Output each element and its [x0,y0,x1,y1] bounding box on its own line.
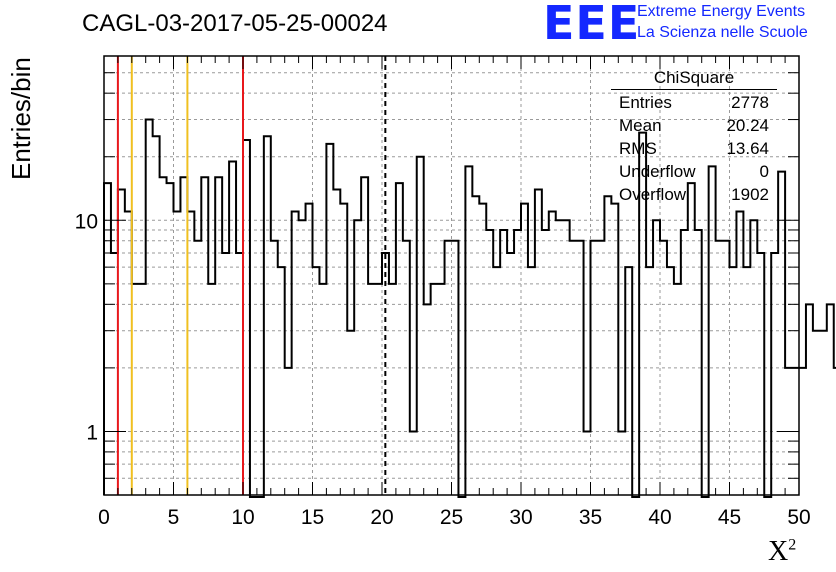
x-tick-label: 30 [509,506,532,529]
eee-logo: EEE [543,0,641,50]
stats-value: 13.64 [726,139,769,158]
stats-value: 2778 [731,93,769,112]
stats-row-overflow: Overflow 1902 [611,183,777,206]
stats-box: ChiSquare Entries 2778 Mean 20.24 RMS 13… [611,68,777,206]
x-tick-label: 5 [168,506,180,529]
stats-title: ChiSquare [611,68,777,90]
x-tick-label: 15 [301,506,324,529]
x-tick-label: 20 [370,506,393,529]
x-axis-label: X2 [768,536,797,567]
stats-value: 1902 [731,185,769,204]
stats-value: 20.24 [726,116,769,135]
logo-line-2: La Scienza nelle Scuole [637,24,808,41]
chart-title: CAGL-03-2017-05-25-00024 [82,10,388,37]
x-tick-label: 0 [98,506,110,529]
stats-label: Overflow [619,185,687,204]
stats-row-rms: RMS 13.64 [611,137,777,160]
y-tick-label: 10 [75,210,98,233]
x-tick-label: 10 [231,506,254,529]
y-axis-label: Entries/bin [6,57,36,180]
x-tick-label: 35 [579,506,602,529]
x-tick-label: 40 [648,506,671,529]
stats-value: 0 [759,162,769,181]
y-tick-label: 1 [86,421,98,444]
histogram-line [103,118,836,498]
stats-label: RMS [619,139,657,158]
stats-label: Entries [619,93,672,112]
logo-line-1: Extreme Energy Events [637,3,806,20]
x-tick-label: 50 [787,506,810,529]
stats-row-underflow: Underflow 0 [611,160,777,183]
x-tick-label: 45 [718,506,741,529]
x-tick-label: 25 [440,506,463,529]
stats-label: Underflow [619,162,696,181]
stats-row-mean: Mean 20.24 [611,114,777,137]
stats-row-entries: Entries 2778 [611,91,777,114]
stats-label: Mean [619,116,662,135]
